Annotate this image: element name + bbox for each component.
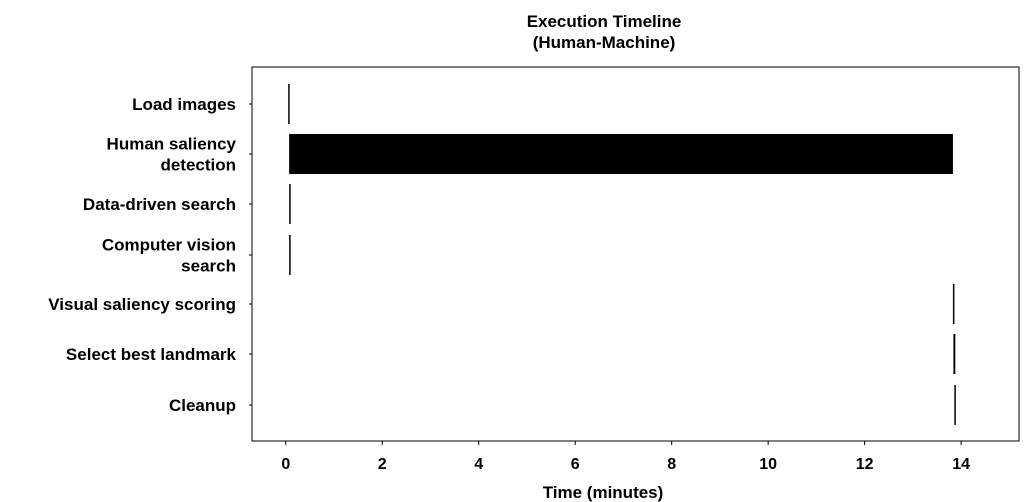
task-bar <box>289 235 291 275</box>
task-bar <box>952 284 955 324</box>
task-label: Human saliency <box>107 135 237 154</box>
x-tick-label: 6 <box>571 456 580 473</box>
task-label: search <box>181 257 236 276</box>
x-tick-label: 14 <box>952 456 970 473</box>
task-label: Visual saliency scoring <box>48 295 236 314</box>
x-tick-label: 8 <box>667 456 676 473</box>
task-bar <box>289 184 291 224</box>
bars-group <box>288 84 956 425</box>
x-tick-label: 2 <box>378 456 387 473</box>
task-bar <box>953 334 956 374</box>
chart-title: Execution Timeline (Human-Machine) <box>527 12 682 52</box>
plot-frame <box>251 66 1020 442</box>
task-label: Cleanup <box>169 396 236 415</box>
task-label: detection <box>160 156 236 175</box>
x-tick-label: 4 <box>474 456 483 473</box>
chart-title-line: (Human-Machine) <box>533 33 676 52</box>
task-label: Computer vision <box>102 236 236 255</box>
chart-title-line: Execution Timeline <box>527 12 682 31</box>
task-label: Select best landmark <box>66 345 237 364</box>
x-tick-label: 0 <box>281 456 290 473</box>
x-axis-label: Time (minutes) <box>543 483 664 502</box>
x-tick-label: 12 <box>856 456 874 473</box>
task-bar <box>954 385 956 425</box>
x-axis: 0 2 4 6 8 10 12 14 <box>281 441 970 473</box>
y-axis: Load images Human saliency detection Data-d… <box>48 95 252 415</box>
task-label: Data-driven search <box>83 195 236 214</box>
task-label: Load images <box>132 95 236 114</box>
task-bar <box>289 134 953 174</box>
x-tick-label: 10 <box>759 456 777 473</box>
task-bar <box>288 84 290 124</box>
